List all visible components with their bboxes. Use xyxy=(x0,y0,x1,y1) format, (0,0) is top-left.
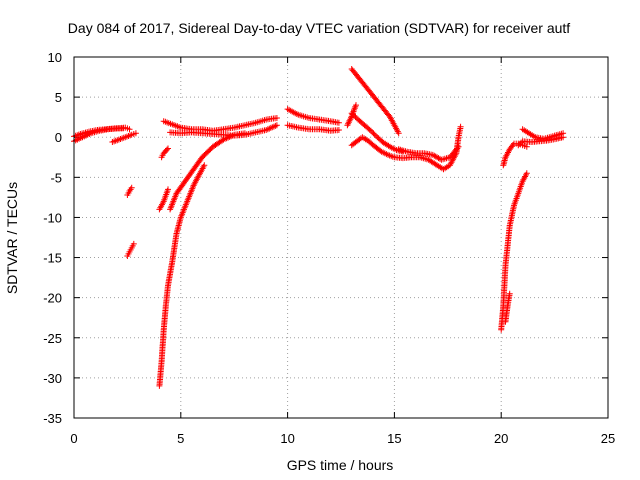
series-s19 xyxy=(498,170,530,333)
point-markers xyxy=(124,184,135,198)
series-s11 xyxy=(167,122,280,139)
plot-frame xyxy=(73,56,609,419)
y-tick-label: -20 xyxy=(43,291,62,306)
point-markers xyxy=(348,123,464,173)
x-tick-label: 5 xyxy=(177,431,184,446)
y-tick-label: -5 xyxy=(50,170,62,185)
tick-marks xyxy=(73,56,609,419)
y-axis-label: SDTVAR / TECUs xyxy=(4,182,20,294)
series-s17 xyxy=(348,123,464,173)
y-tick-label: 10 xyxy=(48,50,62,65)
series-s22 xyxy=(515,134,567,149)
series-s20 xyxy=(502,290,513,325)
series-s3 xyxy=(109,130,139,145)
x-axis-label: GPS time / hours xyxy=(287,457,394,473)
point-markers xyxy=(498,170,530,333)
series-s4 xyxy=(124,184,135,198)
point-markers xyxy=(500,140,530,169)
x-tick-label: 10 xyxy=(280,431,294,446)
point-markers xyxy=(167,122,280,139)
point-markers xyxy=(502,290,513,325)
series-s12 xyxy=(284,106,342,126)
point-markers xyxy=(284,122,342,134)
series-s5 xyxy=(124,240,137,259)
series-s9 xyxy=(167,130,248,213)
point-markers xyxy=(167,130,248,213)
point-markers xyxy=(160,115,280,134)
y-tick-label: 5 xyxy=(55,90,62,105)
series-s10 xyxy=(160,115,280,134)
series-s16 xyxy=(348,110,406,155)
series-s15 xyxy=(348,66,402,137)
x-tick-label: 20 xyxy=(494,431,508,446)
series-s21 xyxy=(500,140,530,169)
series-s6 xyxy=(156,162,208,389)
x-tick-label: 15 xyxy=(387,431,401,446)
data-points xyxy=(71,66,567,389)
point-markers xyxy=(109,130,139,145)
tick-labels: 0 5 10 15 20 25 10 5 0 -5 -10 -15 -20 -25 -30 -35 xyxy=(43,50,615,446)
point-markers xyxy=(284,106,342,126)
point-markers xyxy=(348,66,402,137)
point-markers xyxy=(395,143,462,163)
series-s18 xyxy=(395,143,462,163)
point-markers xyxy=(519,126,567,142)
y-tick-label: -15 xyxy=(43,251,62,266)
series-s8 xyxy=(158,145,171,161)
x-tick-label: 25 xyxy=(601,431,615,446)
point-markers xyxy=(124,240,137,259)
series-s7 xyxy=(156,186,171,213)
point-markers xyxy=(348,110,406,155)
y-tick-label: -35 xyxy=(43,411,62,426)
x-tick-label: 0 xyxy=(70,431,77,446)
point-markers xyxy=(156,186,171,213)
y-tick-label: -30 xyxy=(43,371,62,386)
series-s13 xyxy=(284,122,342,134)
y-tick-label: 0 xyxy=(55,130,62,145)
point-markers xyxy=(158,145,171,161)
grid-lines xyxy=(74,57,608,418)
point-markers xyxy=(156,162,208,389)
point-markers xyxy=(515,134,567,149)
series-s23 xyxy=(519,126,567,142)
y-tick-label: -25 xyxy=(43,331,62,346)
chart-title: Day 084 of 2017, Sidereal Day-to-day VTE… xyxy=(68,20,571,36)
y-tick-label: -10 xyxy=(43,210,62,225)
